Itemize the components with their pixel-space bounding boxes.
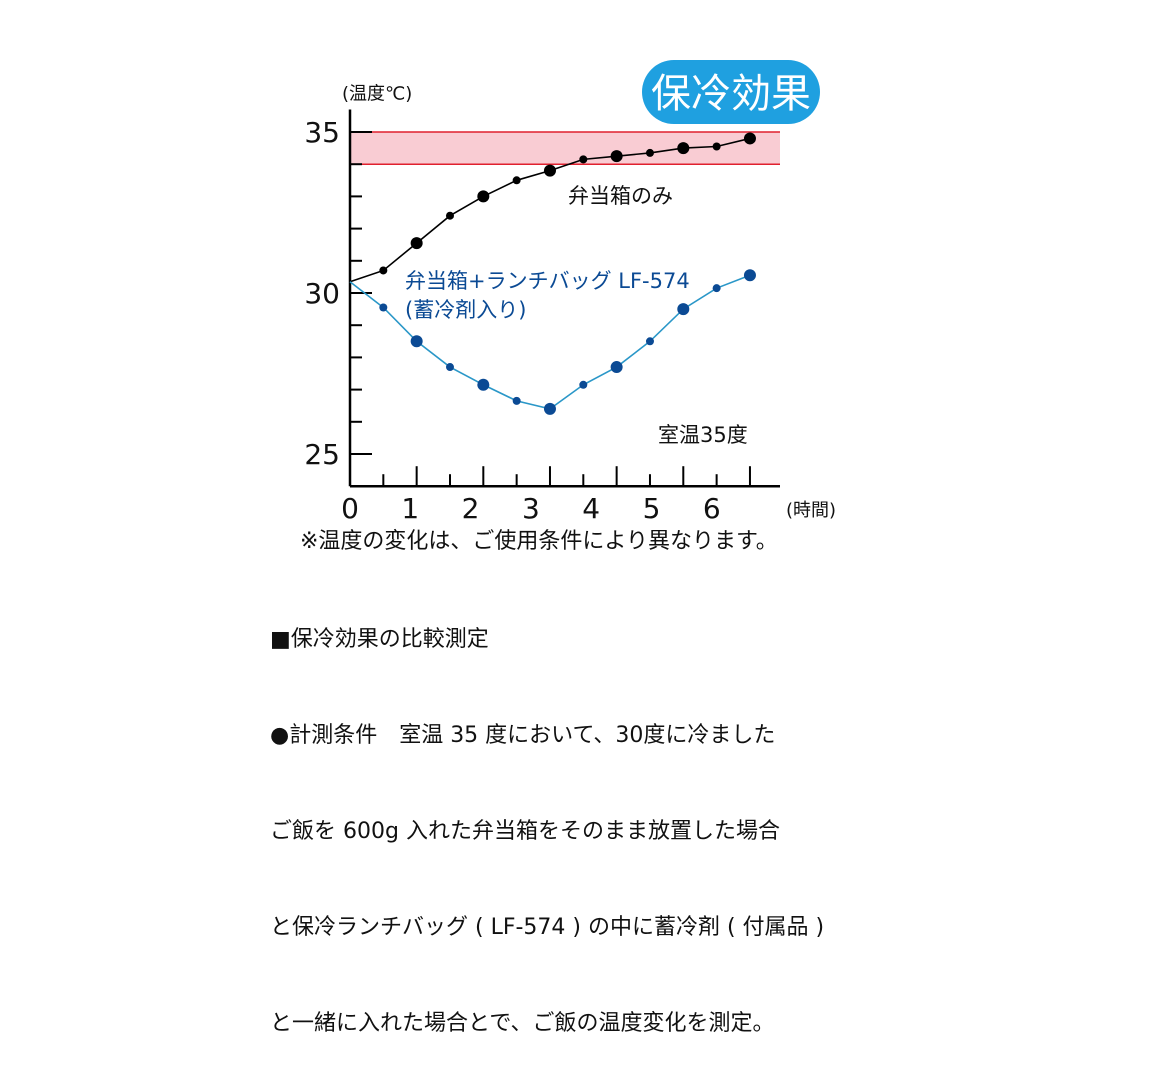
data-point xyxy=(410,335,423,348)
y-tick-label: 25 xyxy=(304,438,340,471)
data-point xyxy=(645,148,654,157)
data-point xyxy=(379,266,388,275)
y-tick-label: 30 xyxy=(304,277,340,310)
x-tick-label: 6 xyxy=(703,492,721,525)
y-axis-label: (温度℃) xyxy=(342,83,412,104)
data-point xyxy=(677,142,690,155)
data-point xyxy=(610,150,623,163)
measurement-notes: ■保冷効果の比較測定 ●計測条件 室温 35 度において、30度に冷ました ご飯… xyxy=(270,560,824,1072)
chart-title: 保冷効果 xyxy=(651,71,811,117)
data-point xyxy=(543,402,556,415)
series-label-lunch-bag-note: (蓄冷剤入り) xyxy=(405,298,526,322)
data-point xyxy=(543,164,556,177)
series-label-box-only: 弁当箱のみ xyxy=(568,184,673,208)
x-tick-label: 3 xyxy=(522,492,540,525)
data-point xyxy=(712,284,721,293)
x-tick-label: 4 xyxy=(582,492,600,525)
footnote: ※温度の変化は、ご使用条件により異なります。 xyxy=(300,529,778,554)
note-line: ●計測条件 室温 35 度において、30度に冷ました xyxy=(270,723,776,748)
title-badge xyxy=(642,60,820,124)
data-point xyxy=(712,142,721,151)
data-point xyxy=(512,176,521,185)
data-point xyxy=(512,396,521,405)
data-point xyxy=(477,190,490,203)
data-point xyxy=(677,303,690,316)
y-tick-label: 35 xyxy=(304,116,340,149)
note-line: と一緒に入れた場合とで、ご飯の温度変化を測定。 xyxy=(270,1011,775,1036)
series-line-1 xyxy=(349,274,751,410)
series-label-lunch-bag: 弁当箱+ランチバッグ LF-574 xyxy=(405,269,690,293)
x-tick-label: 0 xyxy=(341,492,359,525)
data-point xyxy=(579,155,588,164)
x-axis-label: (時間) xyxy=(786,500,836,521)
note-line: ■保冷効果の比較測定 xyxy=(270,627,489,652)
temperature-chart: 25 30 35 0 1 2 3 4 5 6 (温度℃) (時間) 保冷効果弁当箱のみ弁当箱+ランチバッ… xyxy=(304,60,836,525)
data-point xyxy=(743,132,756,145)
note-line: ご飯を 600g 入れた弁当箱をそのまま放置した場合 xyxy=(270,819,780,844)
data-point xyxy=(445,363,454,372)
x-tick-label: 2 xyxy=(462,492,480,525)
x-tick-label: 5 xyxy=(643,492,661,525)
reference-band xyxy=(350,132,780,165)
room-temp-annotation: 室温35度 xyxy=(658,423,748,447)
data-point xyxy=(410,237,423,250)
x-tick-label: 1 xyxy=(401,492,419,525)
note-line: と保冷ランチバッグ ( LF-574 ) の中に蓄冷剤 ( 付属品 ) xyxy=(270,915,825,940)
data-point xyxy=(477,378,490,391)
data-point xyxy=(379,303,388,312)
data-point xyxy=(610,361,623,374)
data-point xyxy=(743,269,756,282)
data-point xyxy=(645,337,654,346)
data-point xyxy=(445,211,454,220)
data-point xyxy=(579,380,588,389)
